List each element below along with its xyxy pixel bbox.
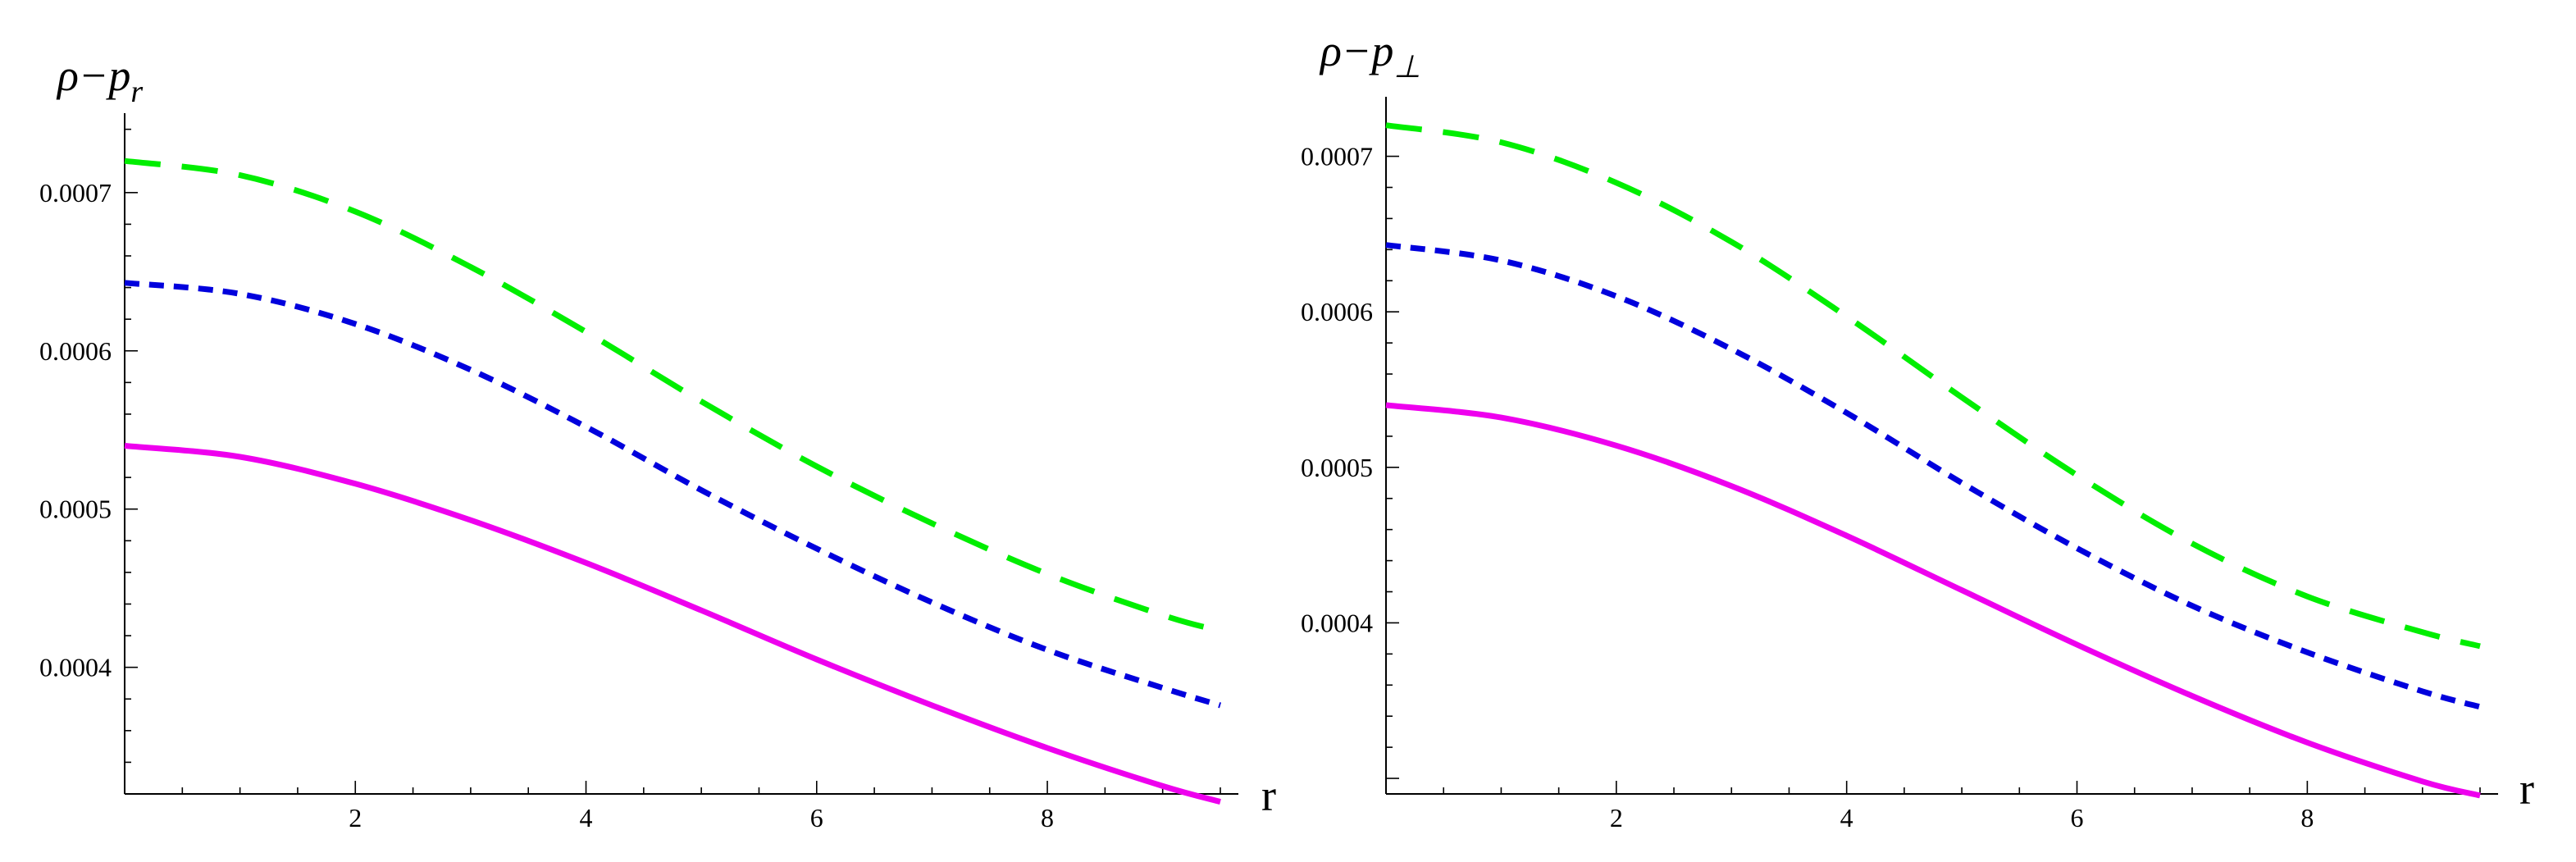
x-tick-label: 8 — [2300, 803, 2314, 832]
y-tick-label: 0.0006 — [39, 336, 112, 366]
series-line-short-dash-right — [1385, 242, 2481, 710]
series-line-short-dash-left — [124, 280, 1222, 709]
y-tick-label: 0.0004 — [1301, 608, 1373, 637]
x-axis-label-left: r — [1261, 771, 1276, 820]
x-tick-label: 4 — [580, 803, 593, 832]
x-tick-label: 6 — [810, 803, 823, 832]
y-tick-label: 0.0007 — [1301, 142, 1373, 171]
series-line-solid-left — [124, 443, 1221, 805]
y-axis-label-left: ρ−pr — [56, 51, 143, 109]
y-tick-label: 0.0007 — [39, 178, 112, 208]
y-axis-label-right: ρ−p⊥ — [1319, 26, 1420, 84]
chart-panel-right: ρ−p⊥ r 2 4 6 8 0.0004 0.0005 0.0006 0.0007 — [1301, 26, 2534, 832]
y-tick-label: 0.0006 — [1301, 297, 1373, 326]
y-tick-label: 0.0005 — [1301, 453, 1373, 482]
y-tick-label: 0.0005 — [39, 495, 112, 524]
x-tick-label: 2 — [349, 803, 362, 832]
series-line-long-dash-right — [1385, 122, 2481, 650]
series-line-solid-right — [1385, 402, 2481, 799]
x-tick-label: 6 — [2071, 803, 2084, 832]
y-tick-label: 0.0004 — [39, 653, 112, 682]
chart-panel-left: ρ−pr r 2 4 6 8 0.0004 0.0005 0.0006 0.0007 — [39, 51, 1276, 832]
x-tick-label: 2 — [1610, 803, 1623, 832]
x-tick-label: 8 — [1041, 803, 1054, 832]
x-tick-label: 4 — [1840, 803, 1853, 832]
x-axis-label-right: r — [2519, 764, 2534, 814]
series-line-long-dash-left — [124, 157, 1221, 634]
